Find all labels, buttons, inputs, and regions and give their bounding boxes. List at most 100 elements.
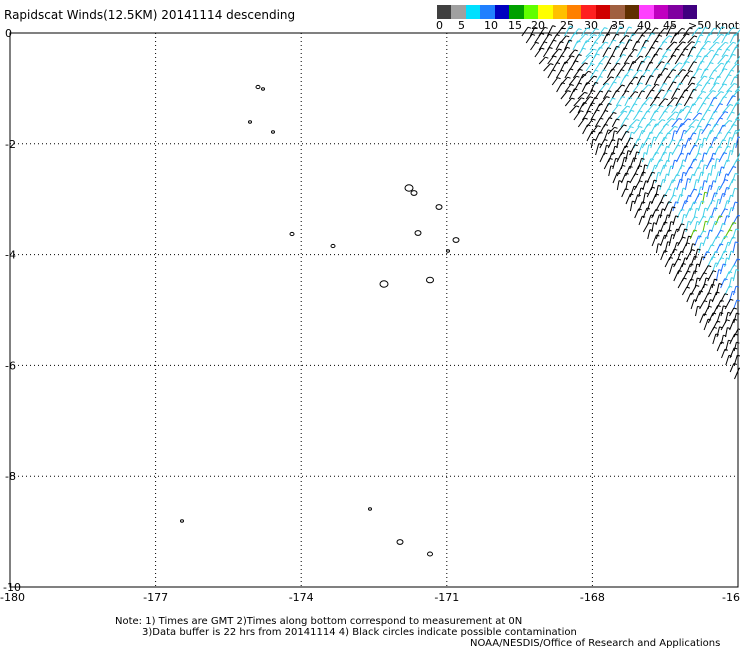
wind-barb-flag [613,112,617,114]
wind-barb-flag [626,105,631,108]
wind-barb-flag [687,178,691,181]
wind-barb-flag [606,144,610,147]
wind-barb [671,118,680,128]
wind-barb-flag [664,27,668,30]
wind-barb-flag [709,32,713,35]
wind-barb-flag [648,144,652,147]
wind-barb-flag [581,97,585,100]
wind-barb [555,69,562,79]
wind-barb-flag [633,157,637,160]
wind-barb-flag [730,69,735,72]
wind-barb [688,119,697,128]
wind-barb-flag [736,63,740,66]
wind-barb-flag [658,34,663,37]
wind-barb-flag [698,97,703,99]
island-outline [435,204,443,210]
wind-barb [625,166,631,177]
wind-barb [594,76,601,86]
wind-barb-flag [705,220,709,223]
wind-barb-flag [684,200,689,203]
wind-barb-flag [646,207,651,210]
wind-barb [582,124,588,135]
wind-barb-flag [698,193,703,196]
wind-barb-flag [616,45,620,48]
wind-barb [638,216,643,226]
wind-barb-flag [629,137,634,140]
wind-barb-flag [642,143,646,146]
wind-barb-flag [609,117,613,120]
wind-barb-flag [723,263,727,266]
wind-barb [693,208,697,219]
wind-barb-flag [654,53,659,56]
wind-barb [611,104,619,114]
wind-barb-flag [556,62,561,65]
wind-barb [585,63,592,72]
wind-barb [677,277,685,289]
wind-barb [677,263,684,275]
wind-barb [645,75,651,86]
wind-barb [683,55,691,65]
wind-barb [679,61,687,72]
wind-barb-flag [727,60,731,63]
wind-barb-flag [597,125,601,128]
wind-barb [647,229,651,240]
wind-barb [712,305,719,317]
wind-barb [580,27,588,37]
wind-barb-flag [714,136,718,139]
wind-barb-flag [687,270,691,273]
wind-barb [655,243,659,254]
wind-barb-flag [690,263,694,266]
wind-barb-flag [677,258,682,261]
wind-barb-flag [692,173,696,176]
wind-barb-flag [649,229,654,232]
wind-barb-flag [646,69,651,72]
wind-barb-flag [718,146,722,148]
wind-barb [615,54,624,65]
wind-barb-flag [681,208,685,211]
wind-barb-flag [666,159,671,162]
wind-barb [670,88,678,100]
wind-barb [680,172,684,184]
wind-barb-flag [723,83,728,86]
colorbar-label: 0 [436,19,443,32]
wind-barb-flag [645,39,649,42]
wind-barb [707,312,714,324]
wind-barb-flag [579,68,583,71]
wind-barb [666,55,674,65]
wind-barb [661,49,669,58]
wind-barb-flag [589,54,593,57]
wind-barb-flag [698,235,702,238]
wind-barb [696,91,704,100]
wind-barb-flag [661,119,666,122]
wind-barb-flag [594,97,598,100]
wind-barb-flag [673,41,678,44]
wind-barb-flag [648,222,652,225]
wind-barb [616,165,623,177]
wind-barb [721,33,728,44]
wind-barb [695,34,701,44]
wind-barb-flag [593,48,597,51]
wind-barb [551,77,559,86]
wind-barb [715,269,720,282]
wind-barb-flag [724,208,728,211]
colorbar-swatch [538,5,554,19]
wind-barb [673,258,679,268]
wind-barb-flag [621,69,625,72]
wind-barb [612,158,617,170]
wind-barb-flag [672,206,676,209]
wind-barb-flag [624,47,628,50]
wind-barb-flag [689,27,693,30]
wind-barb [594,117,601,128]
wind-barb [733,328,739,338]
wind-barb [697,143,701,156]
wind-barb-flag [714,207,718,210]
wind-barb-flag [720,243,724,246]
wind-barb-flag [634,173,639,176]
wind-barb [734,56,740,65]
wind-barb [664,229,669,240]
wind-barb [725,54,734,65]
wind-barb-flag [720,312,724,314]
wind-barb [640,56,648,65]
wind-barb-flag [693,132,697,135]
wind-barb-flag [679,82,683,85]
